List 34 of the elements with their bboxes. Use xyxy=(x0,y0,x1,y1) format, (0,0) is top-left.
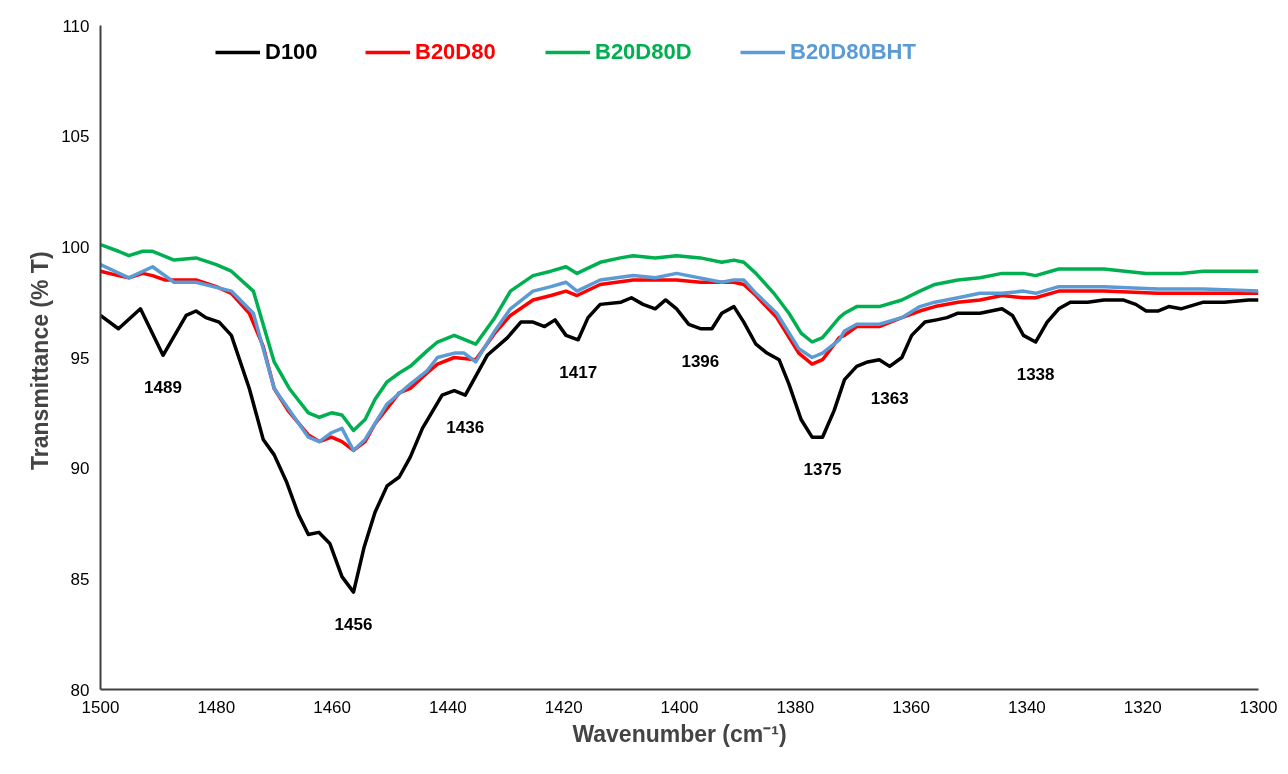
x-tick-label: 1440 xyxy=(428,697,467,717)
x-tick-label: 1340 xyxy=(1007,697,1046,717)
y-tick-label: 100 xyxy=(61,237,90,257)
y-tick-label: 105 xyxy=(61,127,90,147)
annotation: 1375 xyxy=(803,460,842,480)
annotation: 1363 xyxy=(870,389,909,409)
annotation: 1436 xyxy=(446,418,485,438)
x-tick-label: 1360 xyxy=(892,697,931,717)
x-axis-title: Wavenumber (cm⁻¹) xyxy=(572,720,787,747)
x-tick-label: 1420 xyxy=(544,697,583,717)
annotation: 1489 xyxy=(144,378,182,398)
legend-label: B20D80D xyxy=(595,39,692,65)
legend-label: D100 xyxy=(265,39,318,65)
x-tick-label: 1320 xyxy=(1123,697,1162,717)
x-tick-label: 1460 xyxy=(313,697,352,717)
x-tick-label: 1300 xyxy=(1239,697,1278,717)
annotation: 1417 xyxy=(559,362,598,382)
legend-label: B20D80BHT xyxy=(790,39,916,65)
annotation: 1456 xyxy=(334,615,373,635)
annotation: 1338 xyxy=(1016,365,1055,385)
x-tick-label: 1400 xyxy=(660,697,699,717)
line-series xyxy=(100,295,1259,594)
y-tick-label: 80 xyxy=(70,680,90,700)
y-axis-title: Transmittance (% T) xyxy=(27,251,54,470)
y-tick-label: 85 xyxy=(70,569,90,589)
line-series xyxy=(100,242,1259,433)
y-tick-label: 90 xyxy=(70,459,90,479)
y-tick-label: 95 xyxy=(70,348,90,368)
x-tick-label: 1380 xyxy=(776,697,815,717)
annotation: 1396 xyxy=(681,351,720,371)
x-tick-label: 1480 xyxy=(197,697,236,717)
x-tick-label: 1500 xyxy=(81,697,120,717)
y-tick-label: 110 xyxy=(62,16,90,36)
legend-label: B20D80 xyxy=(415,39,496,65)
